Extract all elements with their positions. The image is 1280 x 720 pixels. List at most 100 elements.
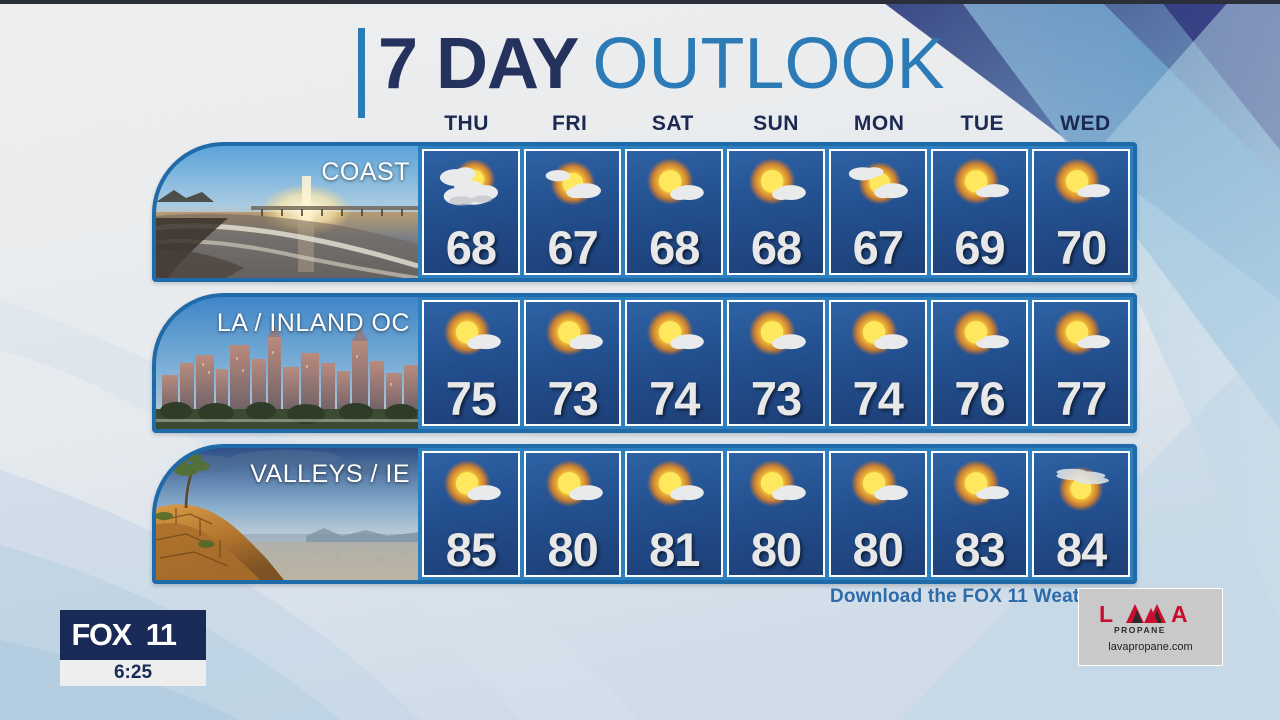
temperature-value: 68 <box>750 221 802 274</box>
temperature-value: 83 <box>954 523 1005 576</box>
region-panel-coast: COAST <box>156 146 418 278</box>
forecast-tile[interactable]: 80 <box>521 449 624 579</box>
title-sub: OUTLOOK <box>592 24 945 104</box>
mostly-sunny-icon <box>443 459 501 507</box>
forecast-tile[interactable]: 83 <box>928 449 1031 579</box>
forecast-tile[interactable]: 74 <box>623 298 726 428</box>
forecast-row-la-inland-oc: LA / INLAND OC 75 73 74 <box>152 293 1137 433</box>
forecast-tile[interactable]: 76 <box>928 298 1031 428</box>
mostly-sunny-icon <box>952 459 1009 507</box>
mostly-sunny-icon <box>647 459 705 507</box>
temperature-value: 84 <box>1056 523 1107 576</box>
forecast-tile[interactable]: 68 <box>725 147 827 277</box>
partly-sunny-icon <box>545 160 601 206</box>
forecast-tile[interactable]: 81 <box>623 449 726 579</box>
mostly-sunny-icon <box>647 157 705 205</box>
day-label-wed: WED <box>1060 112 1111 135</box>
los-angeles-skyline-photo <box>156 297 418 429</box>
temperature-value: 76 <box>954 372 1005 425</box>
mostly-sunny-icon <box>748 157 807 205</box>
page-title: 7 DAY OUTLOOK <box>378 28 945 100</box>
region-label-la-inland-oc: LA / INLAND OC <box>216 309 410 337</box>
temperature-value: 74 <box>649 372 700 425</box>
temperature-value: 80 <box>547 523 598 576</box>
forecast-tile[interactable]: 73 <box>725 298 827 428</box>
temperature-value: 70 <box>1056 221 1107 274</box>
svg-text:11: 11 <box>146 617 177 652</box>
mostly-sunny-icon <box>1053 157 1111 205</box>
temperature-value: 80 <box>750 523 802 576</box>
forecast-tile[interactable]: 67 <box>826 147 929 277</box>
temperature-value: 80 <box>852 523 904 576</box>
mostly-sunny-icon <box>1053 308 1111 356</box>
station-bug: FOX 11 6:25 <box>60 610 206 686</box>
forecast-tile[interactable]: 77 <box>1030 298 1133 428</box>
mostly-sunny-icon <box>647 308 705 356</box>
partly-sunny-icon <box>848 161 908 205</box>
forecast-tile[interactable]: 73 <box>521 298 624 428</box>
mostly-sunny-icon <box>545 308 603 356</box>
rocky-hillside-photo <box>156 448 418 580</box>
temperature-value: 73 <box>750 372 802 425</box>
region-panel-la-inland-oc: LA / INLAND OC <box>156 297 418 429</box>
mostly-sunny-icon <box>545 459 603 507</box>
mostly-sunny-icon <box>748 459 807 507</box>
region-label-valleys-ie: VALLEYS / IE <box>250 460 410 488</box>
temperature-value: 77 <box>1056 372 1107 425</box>
hazy-sun-icon <box>1056 466 1110 512</box>
svg-text:L: L <box>1099 601 1113 627</box>
day-label-tue: TUE <box>960 112 1005 135</box>
forecast-tile[interactable]: 80 <box>826 449 929 579</box>
weather-app-promo-text: Download the FOX 11 Weath <box>830 586 1092 607</box>
beach-sunset-photo <box>156 146 418 278</box>
day-label-sat: SAT <box>651 112 694 135</box>
day-label-thu: THU <box>444 112 489 135</box>
temperature-value: 68 <box>445 221 497 274</box>
tiles-coast: 68 67 68 <box>418 146 1133 278</box>
svg-text:FOX: FOX <box>72 617 133 652</box>
forecast-tile[interactable]: 68 <box>420 147 522 277</box>
temperature-value: 74 <box>852 372 904 425</box>
forecast-tile[interactable]: 69 <box>928 147 1031 277</box>
sponsor-url[interactable]: lavapropane.com <box>1108 641 1193 653</box>
day-header-row: THU FRI SAT SUN MON TUE WED <box>415 112 1137 142</box>
forecast-tile[interactable]: 75 <box>420 298 522 428</box>
forecast-tile[interactable]: 80 <box>725 449 827 579</box>
day-label-mon: MON <box>853 112 905 135</box>
forecast-row-coast: COAST <box>152 142 1137 282</box>
temperature-value: 75 <box>445 372 497 425</box>
clock-readout: 6:25 <box>60 660 206 686</box>
svg-text:PROPANE: PROPANE <box>1114 625 1166 635</box>
forecast-tile[interactable]: 74 <box>826 298 929 428</box>
forecast-tile[interactable]: 70 <box>1030 147 1133 277</box>
sponsor-ad-lava-propane[interactable]: L A PROPANE lavapropane.com <box>1078 588 1223 666</box>
forecast-tile[interactable]: 67 <box>521 147 624 277</box>
mostly-sunny-icon <box>952 308 1009 356</box>
temperature-value: 69 <box>954 221 1005 274</box>
temperature-value: 81 <box>649 523 700 576</box>
forecast-tile[interactable]: 84 <box>1030 449 1133 579</box>
forecast-row-valleys-ie: VALLEYS / IE 85 80 81 <box>152 444 1137 584</box>
mostly-sunny-icon <box>850 459 908 507</box>
region-label-coast: COAST <box>321 158 410 186</box>
temperature-value: 85 <box>445 523 497 576</box>
forecast-tile[interactable]: 68 <box>623 147 726 277</box>
lava-propane-logo-icon: L A PROPANE <box>1099 601 1188 635</box>
forecast-tile[interactable]: 85 <box>420 449 522 579</box>
region-panel-valleys-ie: VALLEYS / IE <box>156 448 418 580</box>
fox-11-logo: FOX 11 <box>60 610 206 660</box>
mostly-sunny-icon <box>952 157 1009 205</box>
header: 7 DAY OUTLOOK THU FRI SAT SUN MON TUE WE… <box>0 0 1280 140</box>
svg-text:A: A <box>1171 601 1188 627</box>
temperature-value: 68 <box>649 221 700 274</box>
title-main: 7 DAY <box>378 24 579 104</box>
temperature-value: 67 <box>852 221 904 274</box>
tiles-valleys-ie: 85 80 81 80 <box>418 448 1133 580</box>
day-label-fri: FRI <box>552 112 588 135</box>
temperature-value: 73 <box>547 372 598 425</box>
title-accent-bar <box>358 28 365 118</box>
mostly-sunny-icon <box>443 308 501 356</box>
day-label-sun: SUN <box>753 112 799 135</box>
temperature-value: 67 <box>547 221 598 274</box>
mostly-cloudy-icon <box>439 158 499 206</box>
